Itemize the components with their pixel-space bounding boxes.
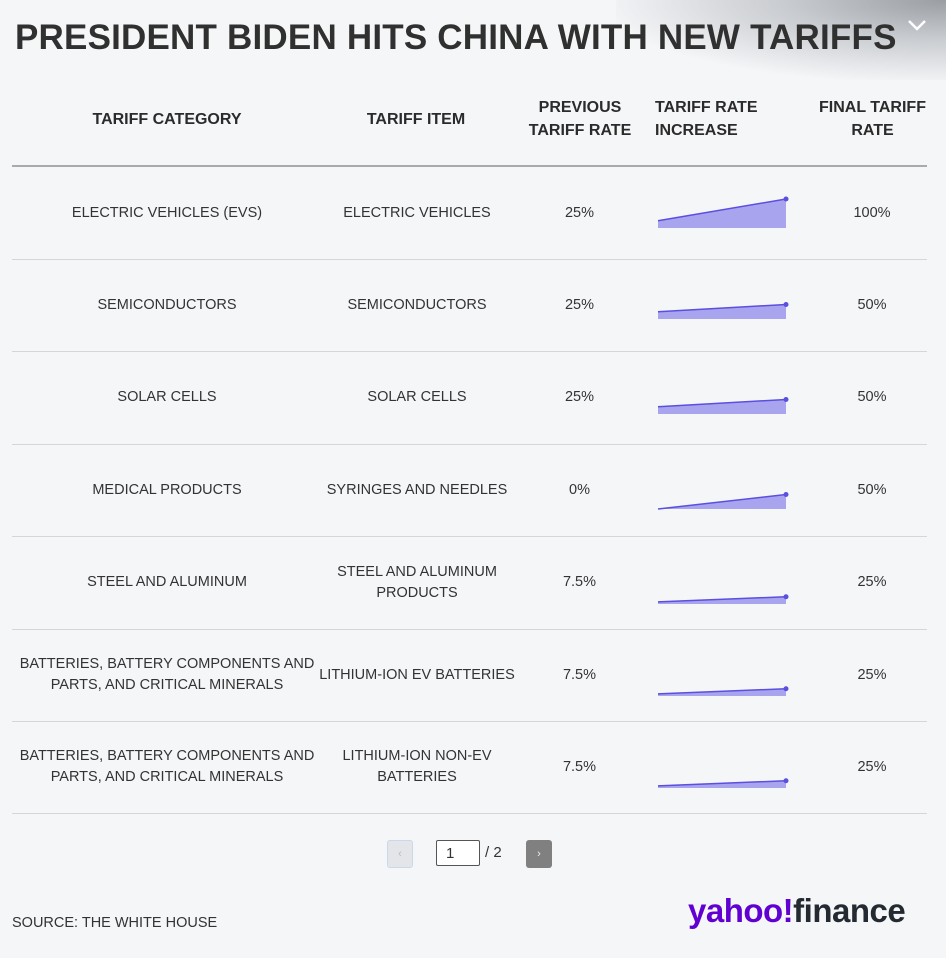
page-input[interactable]: 1: [436, 840, 480, 866]
sparkline-line: [657, 595, 787, 603]
sparkline: [657, 396, 789, 414]
category-cell: BATTERIES, BATTERY COMPONENTS AND PARTS,…: [19, 656, 315, 693]
final-rate-cell: 50%: [857, 481, 887, 498]
previous-rate-cell: 7.5%: [562, 574, 597, 591]
previous-rate-cell: 0%: [569, 481, 590, 498]
item-cell: SYRINGES AND NEEDLES: [326, 481, 508, 498]
source-note: SOURCE: THE WHITE HOUSE: [12, 915, 218, 931]
header-item: TARIFF ITEM: [366, 111, 466, 128]
sparkline: [657, 196, 789, 228]
sparkline-end-point: [783, 492, 789, 498]
sparkline-end-point: [783, 686, 789, 692]
next-page-button[interactable]: ›: [526, 840, 552, 868]
table-row: STEEL AND ALUMINUM STEEL AND ALUMINUM PRO…: [12, 537, 927, 630]
yahoo-finance-logo: yahoo!finance: [688, 892, 906, 929]
table-row: SEMICONDUCTORS SEMICONDUCTORS 25% 50%: [12, 259, 927, 353]
previous-rate-cell: 7.5%: [562, 758, 597, 775]
item-cell: ELECTRIC VEHICLES: [343, 204, 491, 221]
pagination: ‹ 1 / 2 ›: [0, 840, 946, 870]
page-title: PRESIDENT BIDEN HITS CHINA WITH NEW TARI…: [15, 18, 897, 57]
sparkline-end-point: [783, 778, 789, 784]
prev-page-button[interactable]: ‹: [387, 840, 413, 868]
previous-rate-cell: 25%: [564, 296, 595, 313]
sparkline-line: [657, 780, 787, 787]
sparkline: [657, 778, 789, 789]
collapse-chevron-icon[interactable]: [906, 14, 928, 36]
sparkline-line: [657, 398, 787, 408]
sparkline-line: [657, 304, 787, 313]
header-divider: [12, 165, 927, 167]
item-cell: STEEL AND ALUMINUM PRODUCTS: [337, 563, 497, 601]
sparkline-area: [658, 304, 786, 320]
final-rate-cell: 50%: [857, 296, 887, 313]
category-cell: SOLAR CELLS: [117, 389, 217, 406]
page-total: / 2: [485, 844, 502, 861]
sparkline: [657, 302, 789, 320]
category-cell: STEEL AND ALUMINUM: [87, 574, 247, 591]
category-cell: SEMICONDUCTORS: [97, 296, 237, 313]
category-cell: MEDICAL PRODUCTS: [92, 481, 242, 498]
final-rate-cell: 25%: [857, 758, 887, 775]
table-row: ELECTRIC VEHICLES (EVS) ELECTRIC VEHICLES…: [12, 167, 927, 260]
sparkline-end-point: [783, 593, 789, 599]
sparkline-area: [658, 199, 786, 228]
table-row: MEDICAL PRODUCTS SYRINGES AND NEEDLES 0% 50…: [12, 444, 927, 538]
previous-rate-cell: 25%: [564, 204, 595, 221]
item-cell: LITHIUM-ION EV BATTERIES: [319, 666, 515, 683]
table-row: BATTERIES, BATTERY COMPONENTS AND PARTS,…: [12, 721, 927, 815]
header-increase: TARIFF RATE INCREASE: [655, 99, 758, 139]
header-final: FINAL TARIFF RATE: [819, 99, 926, 139]
sparkline-end-point: [783, 302, 789, 308]
sparkline-line: [657, 493, 787, 510]
sparkline-area: [658, 399, 786, 414]
table-row: BATTERIES, BATTERY COMPONENTS AND PARTS,…: [12, 629, 927, 722]
item-cell: SOLAR CELLS: [367, 389, 467, 406]
sparkline-end-point: [783, 196, 789, 202]
corner-shade: [616, 0, 946, 80]
final-rate-cell: 25%: [857, 574, 887, 591]
item-cell: SEMICONDUCTORS: [347, 296, 487, 313]
final-rate-cell: 50%: [857, 389, 887, 406]
final-rate-cell: 100%: [853, 204, 891, 221]
category-cell: BATTERIES, BATTERY COMPONENTS AND PARTS,…: [19, 748, 315, 786]
sparkline-line: [657, 198, 787, 222]
item-cell: LITHIUM-ION NON-EV BATTERIES: [342, 748, 492, 786]
sparkline: [657, 686, 789, 696]
previous-rate-cell: 25%: [564, 389, 595, 406]
header-previous: PREVIOUS TARIFF RATE: [528, 99, 632, 139]
sparkline: [657, 593, 789, 604]
sparkline-end-point: [783, 396, 789, 402]
sparkline: [657, 492, 789, 510]
final-rate-cell: 25%: [857, 666, 887, 683]
header-category: TARIFF CATEGORY: [92, 111, 242, 128]
sparkline-line: [657, 688, 787, 695]
table-row: SOLAR CELLS SOLAR CELLS 25% 50%: [12, 352, 927, 445]
previous-rate-cell: 7.5%: [562, 666, 597, 683]
category-cell: ELECTRIC VEHICLES (EVS): [71, 204, 263, 221]
